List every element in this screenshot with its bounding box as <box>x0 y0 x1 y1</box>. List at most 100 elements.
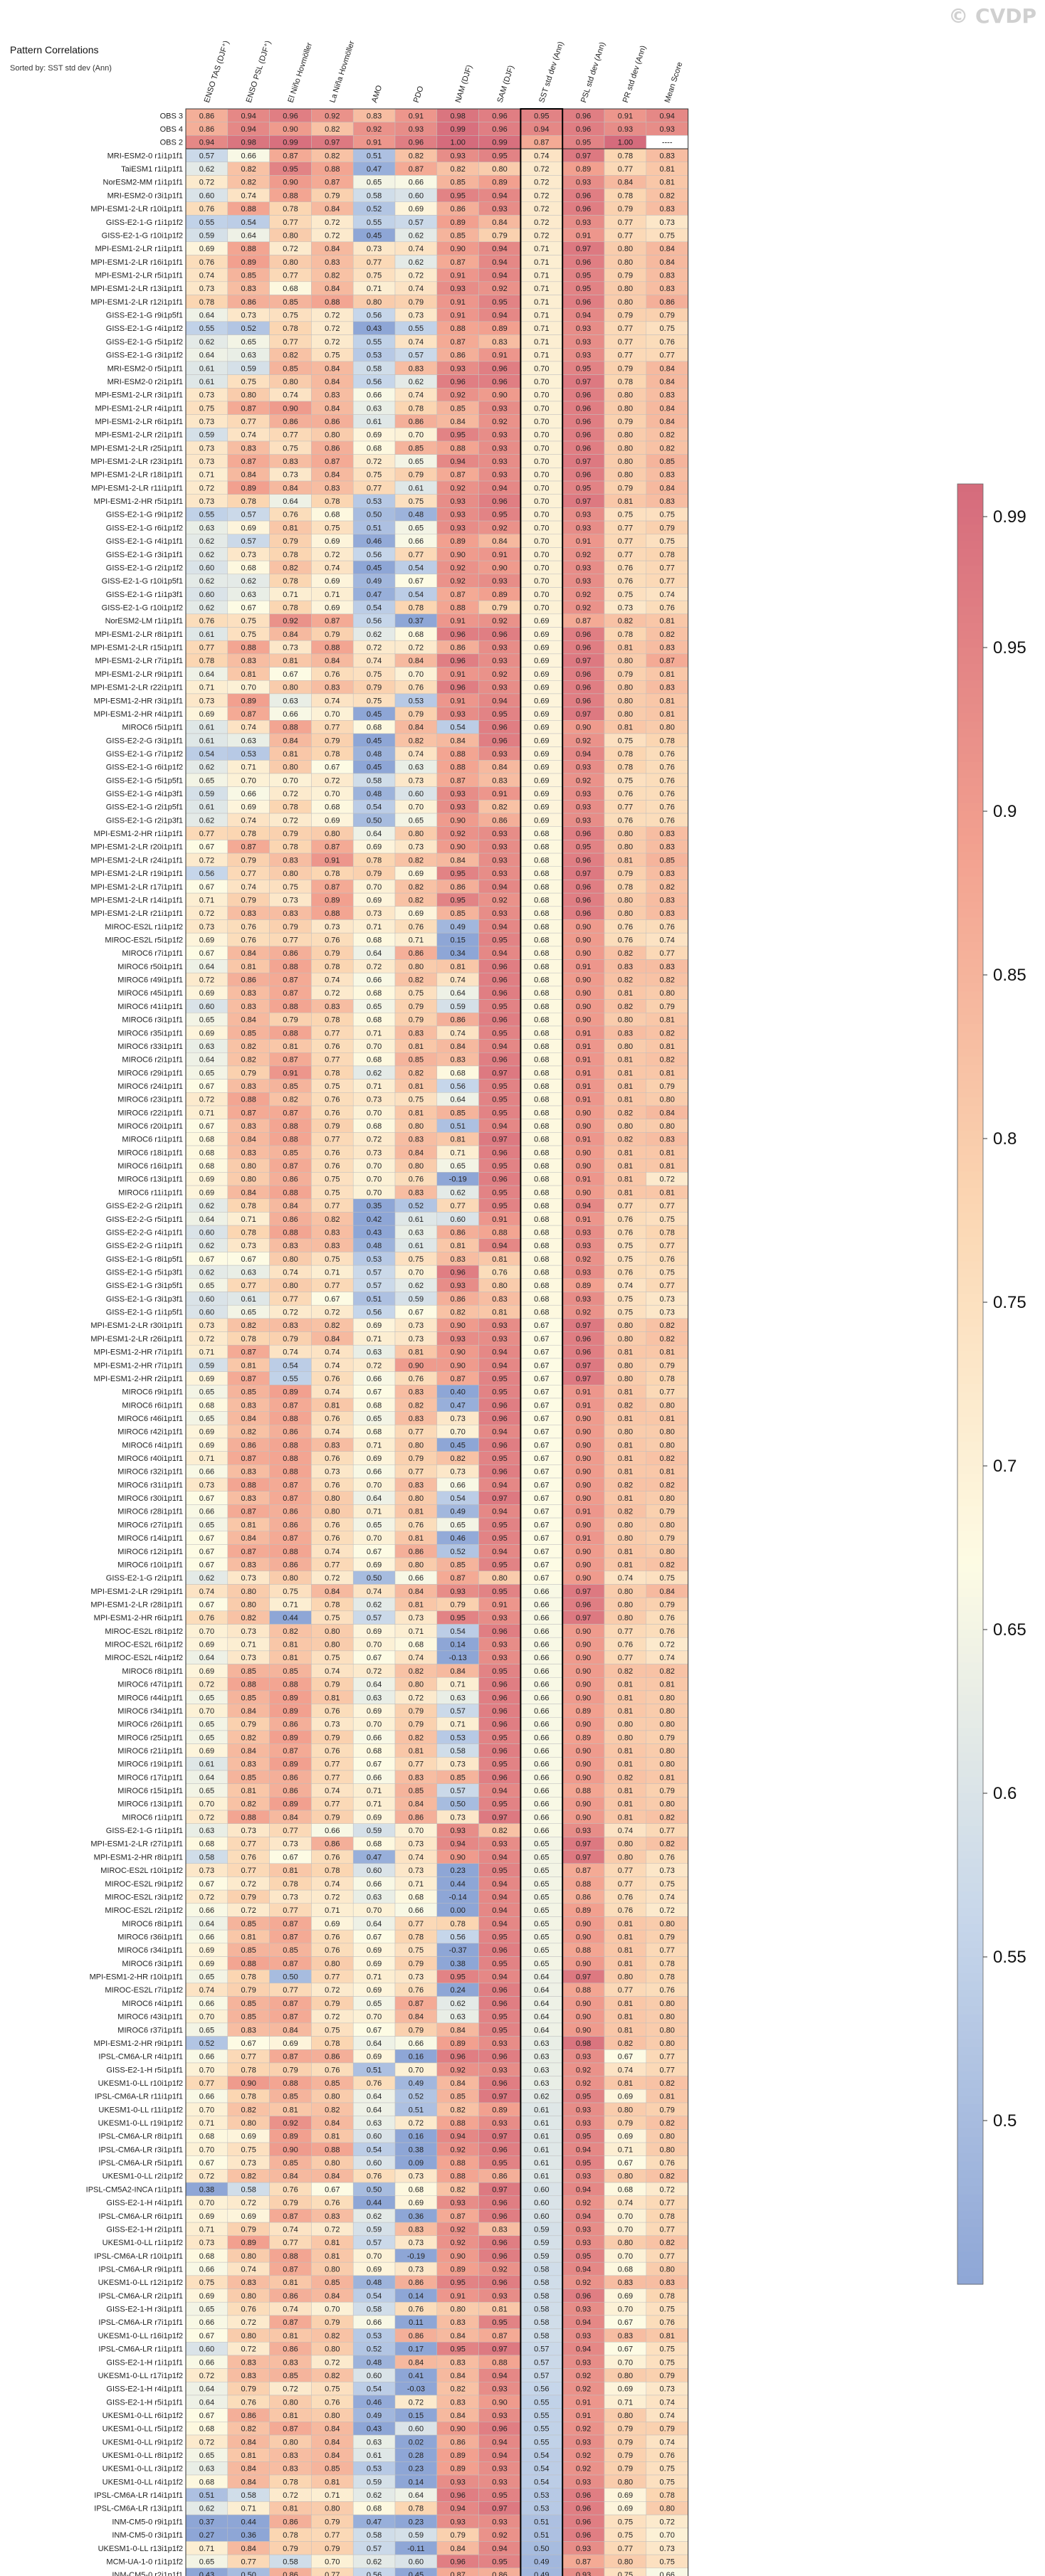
cell-value-label: 0.65 <box>199 1694 214 1702</box>
cell-value-label: 0.70 <box>534 391 549 400</box>
cell-value-label: 0.67 <box>367 1933 382 1942</box>
colorbar-segment <box>957 1122 983 1131</box>
cell-value-label: 0.66 <box>534 1787 549 1795</box>
cell-value-label: 0.84 <box>492 764 507 772</box>
cell-value-label: 0.84 <box>450 2372 465 2380</box>
row-label: IPSL-CM6A-LR r5i1p1f1 <box>98 2159 183 2168</box>
cell-value-label: 0.93 <box>450 790 465 798</box>
cell-value-label: 0.87 <box>241 1508 256 1516</box>
cell-value-label: 0.56 <box>367 1309 382 1317</box>
cell-value-label: 0.79 <box>325 2318 340 2327</box>
cell-value-label: 0.52 <box>199 2039 214 2048</box>
cell-value-label: 0.49 <box>534 2557 549 2566</box>
cell-value-label: 0.60 <box>534 2199 549 2207</box>
cell-value-label: 0.80 <box>409 830 424 838</box>
cell-value-label: 0.81 <box>618 1694 633 1702</box>
cell-value-label: 0.74 <box>618 2199 633 2207</box>
cell-value-label: 0.67 <box>283 670 298 679</box>
colorbar-segment <box>957 615 983 624</box>
cell-value-label: 0.85 <box>450 231 465 240</box>
cell-value-label: 0.75 <box>325 524 340 532</box>
cell-value-label: 0.84 <box>450 2332 465 2340</box>
cell-value-label: 0.80 <box>283 2398 298 2407</box>
cell-value-label: 0.66 <box>409 2039 424 2048</box>
cell-value-label: 0.90 <box>492 2398 507 2407</box>
cell-value-label: 0.63 <box>409 1228 424 1237</box>
row-label: UKESM1-0-LL r5i1p1f2 <box>103 2425 183 2434</box>
row-label: UKESM1-0-LL r3i1p1f2 <box>103 2465 183 2474</box>
cell-value-label: 0.67 <box>367 1388 382 1397</box>
cell-value-label: 0.74 <box>241 816 256 825</box>
cell-value-label: 0.75 <box>367 697 382 705</box>
cell-value-label: 0.67 <box>199 1494 214 1503</box>
cell-value-label: 0.93 <box>492 2385 507 2394</box>
cell-value-label: 0.86 <box>450 1016 465 1025</box>
cell-value-label: 0.93 <box>492 870 507 878</box>
cell-value-label: 0.93 <box>492 856 507 865</box>
row-label: GISS-E2-1-G r1i1p1f1 <box>106 1827 183 1835</box>
colorbar-segment <box>957 1392 983 1401</box>
cell-value-label: 0.81 <box>241 2451 256 2460</box>
cell-value-label: 0.65 <box>199 1733 214 1742</box>
cell-value-label: 0.68 <box>534 923 549 931</box>
cell-value-label: 0.97 <box>576 245 591 253</box>
cell-value-label: 0.76 <box>325 1455 340 1463</box>
cell-value-label: 0.96 <box>492 1694 507 1702</box>
cell-value-label: 0.89 <box>283 1761 298 1769</box>
cell-value-label: 0.75 <box>409 497 424 506</box>
cell-value-label: 0.80 <box>659 1721 674 1729</box>
cell-value-label: 0.80 <box>618 285 633 293</box>
cell-value-label: 0.79 <box>325 191 340 200</box>
cell-value-label: 0.86 <box>283 1176 298 1184</box>
row-label: MIROC6 r45i1p1f1 <box>117 989 183 998</box>
cell-value-label: 0.57 <box>367 1614 382 1622</box>
cell-value-label: 0.87 <box>576 1867 591 1875</box>
cell-value-label: 0.73 <box>241 312 256 320</box>
row-label: MIROC6 r5i1p1f1 <box>122 724 183 732</box>
cell-value-label: 0.62 <box>367 2557 382 2566</box>
cell-value-label: 0.80 <box>659 2266 674 2274</box>
cell-value-label: 0.34 <box>450 949 465 958</box>
row-label: GISS-E2-1-H r4i1p1f1 <box>106 2199 183 2207</box>
cell-value-label: 0.84 <box>283 737 298 745</box>
cell-value-label: 0.80 <box>450 2306 465 2314</box>
cell-value-label: 0.95 <box>576 2133 591 2141</box>
cell-value-label: 0.67 <box>534 1574 549 1583</box>
cell-value-label: 0.95 <box>492 298 507 307</box>
row-label: MPI-ESM1-2-HR r9i1p1f1 <box>94 2039 183 2048</box>
cell-value-label: 0.82 <box>659 1335 674 1344</box>
cell-value-label: 0.80 <box>618 245 633 253</box>
cell-value-label: 0.90 <box>576 1003 591 1011</box>
cell-value-label: 0.80 <box>618 1321 633 1330</box>
cell-value-label: 0.76 <box>325 670 340 679</box>
cell-value-label: 0.92 <box>576 591 591 599</box>
cell-value-label: 0.82 <box>659 976 674 985</box>
cell-value-label: 0.67 <box>618 2345 633 2354</box>
cell-value-label: 0.76 <box>618 936 633 945</box>
cell-value-label: 0.73 <box>409 2266 424 2274</box>
cell-value-label: 0.80 <box>283 1574 298 1583</box>
cell-value-label: 0.83 <box>241 444 256 453</box>
cell-value-label: 0.77 <box>325 1761 340 1769</box>
cell-value-label: 0.88 <box>283 1188 298 1197</box>
cell-value-label: 0.84 <box>659 245 674 253</box>
row-label: IPSL-CM6A-LR r4i1p1f1 <box>98 2053 183 2062</box>
cell-value-label: 0.79 <box>325 1733 340 1742</box>
cell-value-label: 0.61 <box>241 1295 256 1304</box>
cell-value-label: 0.84 <box>409 657 424 665</box>
cell-value-label: 0.77 <box>241 870 256 878</box>
cell-value-label: 0.84 <box>241 2545 256 2553</box>
row-label: MIROC6 r11i1p1f1 <box>118 1188 183 1197</box>
colorbar-segment <box>957 606 983 616</box>
cell-value-label: 0.68 <box>534 949 549 958</box>
cell-value-label: 0.92 <box>492 670 507 679</box>
cell-value-label: 0.76 <box>367 2173 382 2181</box>
colorbar-segment <box>957 1326 983 1336</box>
cell-value-label: 0.86 <box>409 2279 424 2287</box>
cell-value-label: 0.69 <box>199 1441 214 1450</box>
cell-value-label: 0.81 <box>618 1561 633 1569</box>
column-header: ENSO PSL (DJF⁺) <box>245 40 273 104</box>
cell-value-label: 0.79 <box>618 2119 633 2128</box>
cell-value-label: 0.59 <box>199 790 214 798</box>
cell-value-label: 0.77 <box>409 1428 424 1437</box>
